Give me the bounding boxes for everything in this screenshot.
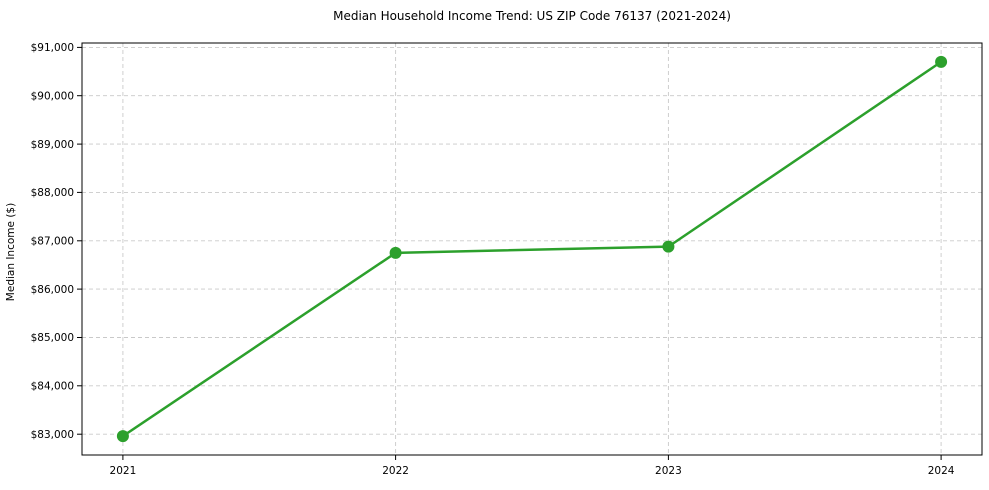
data-point-marker [116,430,129,443]
y-tick-label: $90,000 [31,90,74,102]
y-tick-label: $84,000 [31,381,74,393]
x-tick-label: 2021 [110,465,137,477]
data-point-marker [389,246,402,259]
y-tick-label: $89,000 [31,139,74,151]
plot-border [81,42,983,456]
x-tick-label: 2022 [382,465,409,477]
y-tick-label: $86,000 [31,284,74,296]
y-tick-label: $83,000 [31,429,74,441]
income-trend-line [121,60,943,438]
axis-layer: $83,000 $84,000 $85,000 $86,000 $87,000 $88,0… [31,42,983,477]
x-tick-label: 2023 [655,465,682,477]
y-tick-label: $85,000 [31,332,74,344]
x-tick-label: 2024 [928,465,955,477]
y-tick-label: $87,000 [31,236,74,248]
chart-title: Median Household Income Trend: US ZIP Co… [333,9,731,23]
y-tick-label: $88,000 [31,187,74,199]
data-point-marker [935,55,948,68]
series-layer [116,55,948,443]
grid-layer [82,43,982,455]
y-axis-title: Median Income ($) [5,203,17,301]
data-point-marker [662,240,675,253]
y-tick-label: $91,000 [31,42,74,54]
